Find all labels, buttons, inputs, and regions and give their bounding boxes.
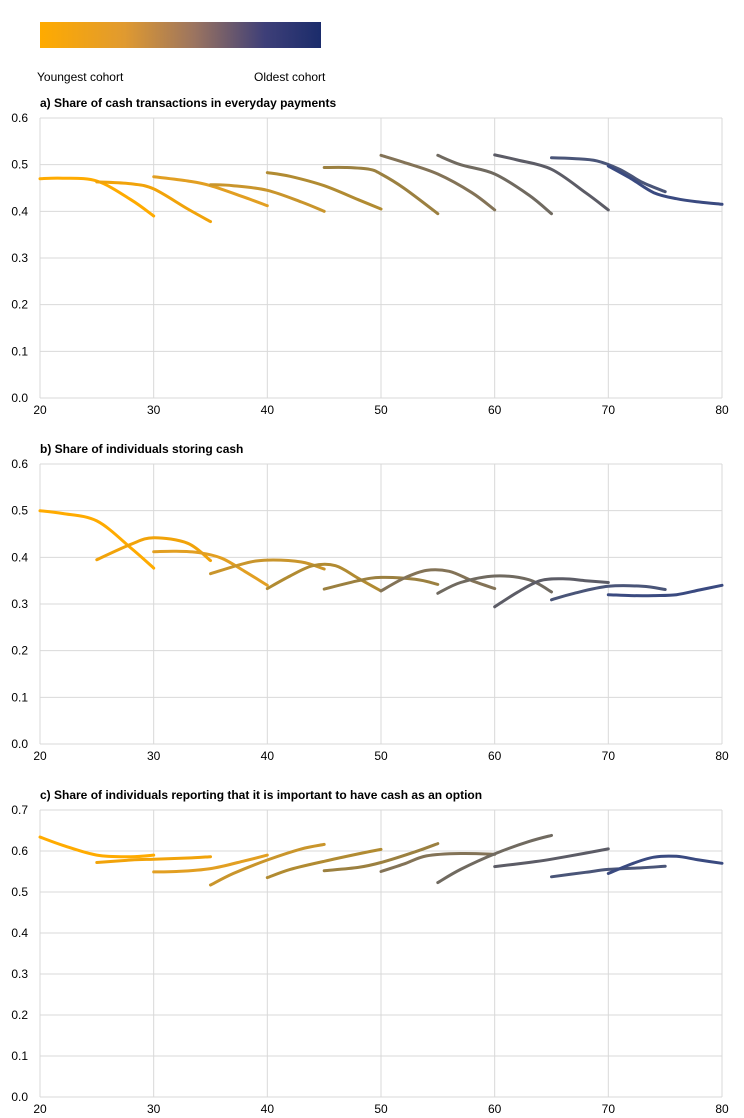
y-tick-label: 0.4: [11, 550, 28, 564]
cohort-line-2: [95, 536, 212, 563]
panel-c-chart: 0.0 0.1 0.2 0.3 0.4 0.5 0.6 0.7 20 30 40 50 60 70 80: [11, 803, 729, 1116]
x-tick-label: 50: [374, 403, 388, 417]
y-tick-label: 0.3: [11, 251, 28, 265]
y-tick-label: 0.0: [11, 737, 28, 751]
y-tick-label: 0.0: [11, 1090, 28, 1104]
cohort-line-10: [550, 156, 667, 194]
y-tick-label: 0.1: [11, 690, 28, 704]
cohort-line-3: [152, 175, 269, 208]
cohort-line-11: [606, 164, 724, 206]
cohort-line-4: [209, 558, 326, 576]
x-tick-label: 50: [374, 749, 388, 763]
y-tick-label: 0.3: [11, 967, 28, 981]
x-tick-label: 70: [602, 749, 616, 763]
x-tick-label: 60: [488, 1102, 502, 1116]
legend-youngest-label: Youngest cohort: [37, 70, 124, 84]
cohort-line-5: [265, 171, 383, 211]
cohort-line-1: [38, 835, 156, 859]
y-tick-label: 0.5: [11, 504, 28, 518]
x-tick-label: 40: [261, 1102, 275, 1116]
x-tick-label: 60: [488, 403, 502, 417]
x-tick-label: 80: [715, 749, 729, 763]
y-tick-label: 0.0: [11, 391, 28, 405]
y-tick-label: 0.2: [11, 298, 28, 312]
x-tick-label: 30: [147, 749, 161, 763]
y-tick-label: 0.6: [11, 844, 28, 858]
panel-c-title: c) Share of individuals reporting that i…: [40, 788, 483, 802]
cohort-line-9: [493, 847, 610, 869]
cohort-line-9: [493, 153, 610, 212]
y-tick-label: 0.3: [11, 597, 28, 611]
x-tick-label: 50: [374, 1102, 388, 1116]
cohort-line-7: [379, 153, 497, 212]
legend-color-gradient: [40, 22, 321, 48]
y-tick-label: 0.4: [11, 926, 28, 940]
cohort-line-9: [493, 577, 610, 609]
panel-b-chart: 0.0 0.1 0.2 0.3 0.4 0.5 0.6 20 30 40 50 60 70 80: [11, 457, 729, 763]
y-tick-label: 0.2: [11, 644, 28, 658]
panel-a-title: a) Share of cash transactions in everyda…: [40, 96, 337, 110]
x-tick-label: 30: [147, 1102, 161, 1116]
x-tick-label: 40: [261, 749, 275, 763]
x-tick-label: 60: [488, 749, 502, 763]
y-tick-label: 0.7: [11, 803, 28, 817]
y-tick-label: 0.1: [11, 1049, 28, 1063]
cohort-line-7: [379, 851, 497, 873]
y-tick-label: 0.5: [11, 885, 28, 899]
cohort-line-4: [209, 842, 326, 887]
y-tick-label: 0.2: [11, 1008, 28, 1022]
x-tick-label: 20: [33, 403, 47, 417]
cohort-line-1: [38, 509, 156, 570]
cohort-line-10: [550, 864, 667, 879]
cohort-line-7: [379, 568, 497, 593]
x-tick-label: 70: [602, 403, 616, 417]
y-tick-label: 0.5: [11, 158, 28, 172]
cohort-line-8: [436, 833, 553, 885]
panel-a-chart: 0.0 0.1 0.2 0.3 0.4 0.5 0.6 20 30 40 50 60 70 80: [11, 111, 729, 417]
cohort-line-2: [95, 180, 212, 224]
cohort-line-4: [209, 183, 326, 213]
cohort-line-6: [322, 165, 440, 216]
x-tick-label: 20: [33, 1102, 47, 1116]
y-tick-label: 0.6: [11, 111, 28, 125]
x-tick-label: 80: [715, 403, 729, 417]
cohort-line-8: [436, 153, 553, 216]
cohort-line-3: [152, 853, 269, 874]
cohort-line-3: [152, 549, 269, 587]
cohort-line-11: [606, 854, 724, 875]
cohort-line-6: [322, 575, 440, 591]
cohort-line-6: [322, 842, 440, 873]
cohort-line-2: [95, 855, 212, 864]
legend-oldest-label: Oldest cohort: [254, 70, 326, 84]
x-tick-label: 80: [715, 1102, 729, 1116]
x-tick-label: 30: [147, 403, 161, 417]
y-tick-label: 0.1: [11, 344, 28, 358]
x-tick-label: 20: [33, 749, 47, 763]
x-tick-label: 40: [261, 403, 275, 417]
cohort-line-10: [550, 584, 667, 602]
cohort-line-11: [606, 583, 724, 598]
y-tick-label: 0.6: [11, 457, 28, 471]
cohort-line-5: [265, 847, 383, 880]
x-tick-label: 70: [602, 1102, 616, 1116]
y-tick-label: 0.4: [11, 204, 28, 218]
panel-b-title: b) Share of individuals storing cash: [40, 442, 244, 456]
